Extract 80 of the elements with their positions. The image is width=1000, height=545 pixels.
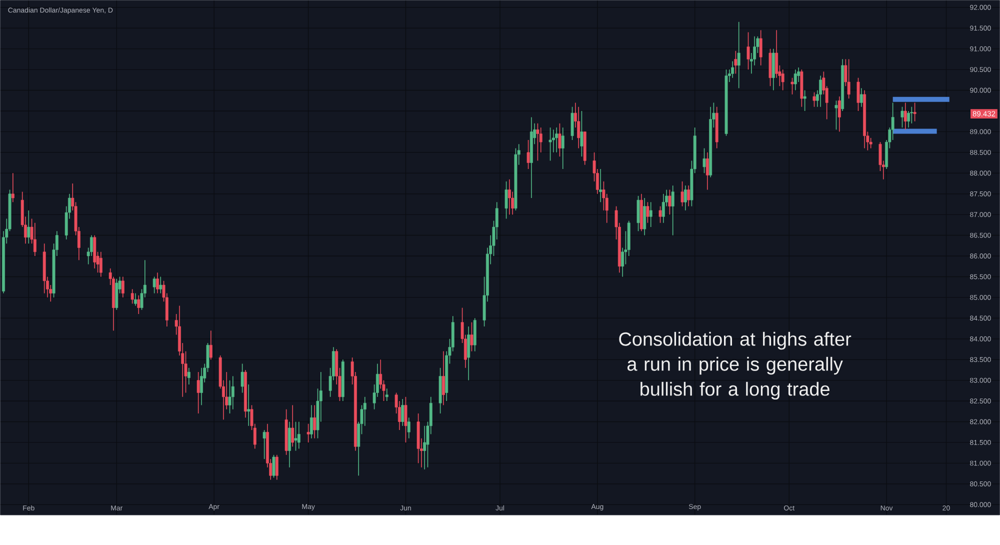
candlestick [187, 367, 190, 385]
candlestick [680, 181, 684, 207]
candlestick [737, 22, 740, 89]
candlestick [781, 69, 784, 91]
candlestick [294, 421, 298, 452]
candlestick [130, 288, 134, 304]
candlestick [508, 178, 511, 215]
annotation: Consolidation at highs after a run in price is generally bullish for a long trade [619, 332, 852, 400]
candlestick [570, 106, 574, 140]
candlestick [262, 430, 266, 460]
candlestick [668, 189, 672, 215]
candlestick [209, 330, 212, 360]
candlestick [240, 363, 244, 394]
candlestick [467, 326, 470, 381]
candlestick [297, 421, 300, 450]
candlestick [231, 376, 234, 410]
candlestick [536, 123, 540, 162]
candlestick [137, 294, 140, 314]
candlestick [803, 90, 806, 112]
candlestick [643, 198, 646, 236]
candlestick [687, 185, 690, 207]
candlestick [288, 421, 291, 468]
candlestick [746, 32, 750, 70]
candlestick [504, 181, 508, 220]
candlestick [228, 380, 232, 414]
candlestick [907, 110, 910, 128]
candlestick [900, 106, 904, 128]
candlestick [401, 398, 404, 426]
candlestick [662, 193, 665, 224]
candlestick [658, 206, 662, 224]
candlestick [838, 96, 841, 132]
candlestick [812, 92, 816, 108]
candlestick [577, 106, 580, 149]
candlestick [684, 185, 687, 211]
candlestick [847, 58, 850, 99]
candlestick [759, 30, 762, 66]
candlestick [306, 423, 310, 443]
candlestick [156, 272, 159, 294]
candlestick [442, 350, 445, 406]
candlestick [599, 168, 602, 203]
candlestick [134, 292, 137, 306]
candlestick [555, 127, 558, 153]
candlestick [913, 102, 916, 122]
candlestick [731, 60, 734, 78]
candlestick [247, 384, 250, 426]
candlestick [152, 276, 156, 294]
candlestick [636, 196, 640, 232]
candlestick [734, 50, 738, 74]
candlestick [790, 77, 794, 95]
candlestick [159, 276, 162, 294]
candlestick [423, 426, 426, 470]
candlestick [671, 185, 674, 236]
candlestick [404, 396, 408, 443]
candlestick [860, 88, 863, 108]
candlestick [904, 102, 907, 130]
candlestick [121, 276, 124, 298]
candlestick [200, 367, 203, 406]
candlestick [856, 77, 860, 112]
candlestick [580, 110, 584, 157]
candlestick [313, 404, 316, 439]
candlestick [385, 388, 388, 402]
candlestick [706, 152, 709, 190]
candlestick [819, 75, 822, 108]
candlestick [561, 127, 564, 170]
candlestick [272, 454, 276, 478]
candlestick [526, 140, 530, 170]
candlestick [275, 454, 278, 480]
candlestick [470, 322, 474, 352]
candlestick [646, 202, 650, 224]
candlestick [291, 404, 294, 448]
candlestick [407, 417, 410, 439]
candlestick [548, 127, 552, 162]
candlestick [196, 372, 200, 414]
candlestick [649, 202, 652, 228]
candlestick [794, 69, 797, 91]
candlestick [834, 100, 838, 130]
candlestick [910, 106, 914, 124]
candlestick [558, 123, 562, 157]
candlestick [310, 404, 313, 439]
candlestick [702, 148, 706, 174]
